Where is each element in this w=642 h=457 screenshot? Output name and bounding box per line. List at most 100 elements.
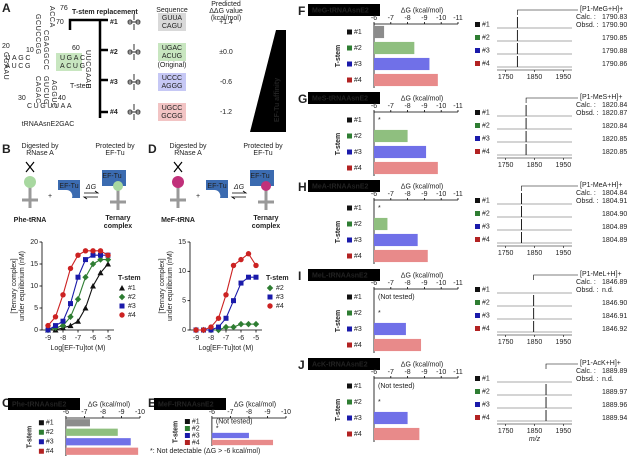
bar bbox=[374, 129, 408, 143]
trna-number: 70 bbox=[56, 19, 64, 26]
trace-label: #3 bbox=[482, 312, 490, 319]
obsd-value: 1846.91 bbox=[602, 313, 627, 320]
x-tick-label: -7 bbox=[388, 280, 394, 287]
category-swatch bbox=[347, 149, 352, 155]
category-label: #2 bbox=[354, 221, 362, 228]
x-tick-label: -8 bbox=[208, 335, 214, 342]
trace-swatch bbox=[475, 415, 480, 420]
complex-amino-acid bbox=[113, 181, 123, 191]
marker bbox=[75, 252, 81, 258]
category-swatch bbox=[347, 205, 352, 211]
marker bbox=[267, 294, 273, 300]
x-tick-label: -6 bbox=[90, 335, 96, 342]
x-tick-label: -8 bbox=[404, 369, 410, 376]
ion-label: [P1-MeA+H]+ bbox=[580, 182, 622, 189]
obsd-value: n.d. bbox=[602, 287, 614, 294]
bar bbox=[374, 249, 428, 263]
bar bbox=[374, 25, 385, 39]
sequence-bottom: CAGU bbox=[162, 23, 182, 30]
note: * bbox=[378, 117, 381, 124]
sequence-box bbox=[158, 103, 186, 121]
trna-sequence: AUCG bbox=[5, 63, 32, 70]
x-tick-label: -8 bbox=[404, 103, 410, 110]
x-tick-label: 1850 bbox=[527, 339, 543, 346]
marker bbox=[90, 283, 96, 289]
title-box bbox=[308, 4, 380, 16]
sequence-top: UCCC bbox=[162, 75, 182, 82]
marker bbox=[216, 324, 221, 330]
trace-label: #4 bbox=[482, 414, 490, 421]
y-tick-label: 5 bbox=[182, 298, 186, 305]
x-tick-label: -9 bbox=[45, 335, 51, 342]
ddg-value: -1.2 bbox=[220, 109, 232, 116]
trace-swatch bbox=[475, 198, 480, 203]
trace-swatch bbox=[475, 35, 480, 40]
trace-swatch bbox=[475, 326, 480, 331]
ef-tu-icon bbox=[206, 180, 228, 198]
x-tick-label: -11 bbox=[453, 369, 463, 376]
x-tick-label: -6 bbox=[63, 409, 69, 416]
category-swatch bbox=[347, 383, 352, 389]
y-axis-label: T-stem bbox=[335, 399, 342, 422]
sequence-header: Sequence bbox=[156, 7, 188, 14]
category-label: #2 bbox=[354, 310, 362, 317]
mini-trna-icon bbox=[127, 14, 141, 30]
category-label: #4 bbox=[46, 448, 54, 455]
marker bbox=[52, 314, 59, 320]
category-label: #1 bbox=[354, 294, 362, 301]
scheme-text: Digested by bbox=[22, 143, 59, 150]
obsd-value: 1804.89 bbox=[602, 224, 627, 231]
category-swatch bbox=[184, 419, 190, 424]
panel-label: G bbox=[298, 92, 307, 106]
y-axis-label: under equilibrium (nM) bbox=[167, 251, 174, 321]
category-swatch bbox=[347, 77, 352, 83]
trace-swatch bbox=[475, 237, 480, 242]
ion-label: [P1-MeG+H]+ bbox=[580, 6, 623, 13]
obsd-value: 1790.90 bbox=[602, 22, 627, 29]
category-label: #3 bbox=[354, 326, 362, 333]
category-swatch bbox=[38, 439, 44, 445]
x-axis-label: ΔG (kcal/mol) bbox=[401, 183, 443, 190]
trace-label: #2 bbox=[482, 122, 490, 129]
marker bbox=[97, 248, 104, 254]
ion-label: [P1-MeL+H]+ bbox=[580, 271, 622, 278]
trace-label: #4 bbox=[482, 236, 490, 243]
x-axis-label: ΔG (kcal/mol) bbox=[401, 7, 443, 14]
trace-swatch bbox=[475, 136, 480, 141]
marker bbox=[267, 303, 273, 309]
note: * bbox=[378, 310, 381, 317]
trace-label: #1 bbox=[482, 21, 490, 28]
category-swatch bbox=[347, 294, 352, 300]
x-axis-label: Log[EF-Tu]tot (M) bbox=[199, 345, 254, 352]
calc-value: 1846.89 bbox=[602, 279, 627, 286]
calc-pointer bbox=[525, 97, 578, 103]
x-tick-label: -9 bbox=[421, 15, 427, 22]
trna-sequence: GCUCCGG bbox=[34, 14, 41, 55]
marker bbox=[238, 280, 244, 286]
x-axis-label: ΔG (kcal/mol) bbox=[401, 95, 443, 102]
calc-label: Calc. : bbox=[576, 190, 596, 197]
x-tick-label: -11 bbox=[453, 15, 463, 22]
trace-swatch bbox=[475, 48, 480, 53]
scheme-text: RNase A bbox=[26, 150, 54, 157]
x-tick-label: 1750 bbox=[498, 74, 514, 81]
category-swatch bbox=[38, 429, 44, 435]
scheme-text: Ternary bbox=[105, 215, 130, 222]
title-box bbox=[308, 269, 380, 281]
sequence-top: UGAC bbox=[162, 45, 182, 52]
ddg-value: +1.4 bbox=[219, 19, 233, 26]
category-swatch bbox=[347, 399, 352, 405]
trna-label: MeF-tRNA bbox=[161, 217, 195, 224]
bar bbox=[374, 73, 438, 87]
trace-label: #1 bbox=[482, 286, 490, 293]
marker bbox=[105, 252, 111, 258]
obsd-label: Obsd. : bbox=[576, 22, 599, 29]
trace-label: #2 bbox=[482, 210, 490, 217]
marker bbox=[245, 320, 252, 328]
x-tick-label: -7 bbox=[227, 409, 233, 416]
scheme-text: EF-Tu bbox=[105, 150, 124, 157]
x-tick-label: -6 bbox=[371, 280, 377, 287]
x-tick-label: -5 bbox=[253, 335, 259, 342]
y-axis-label: [Ternary complex] bbox=[159, 258, 166, 313]
obsd-value: 1889.97 bbox=[602, 389, 627, 396]
